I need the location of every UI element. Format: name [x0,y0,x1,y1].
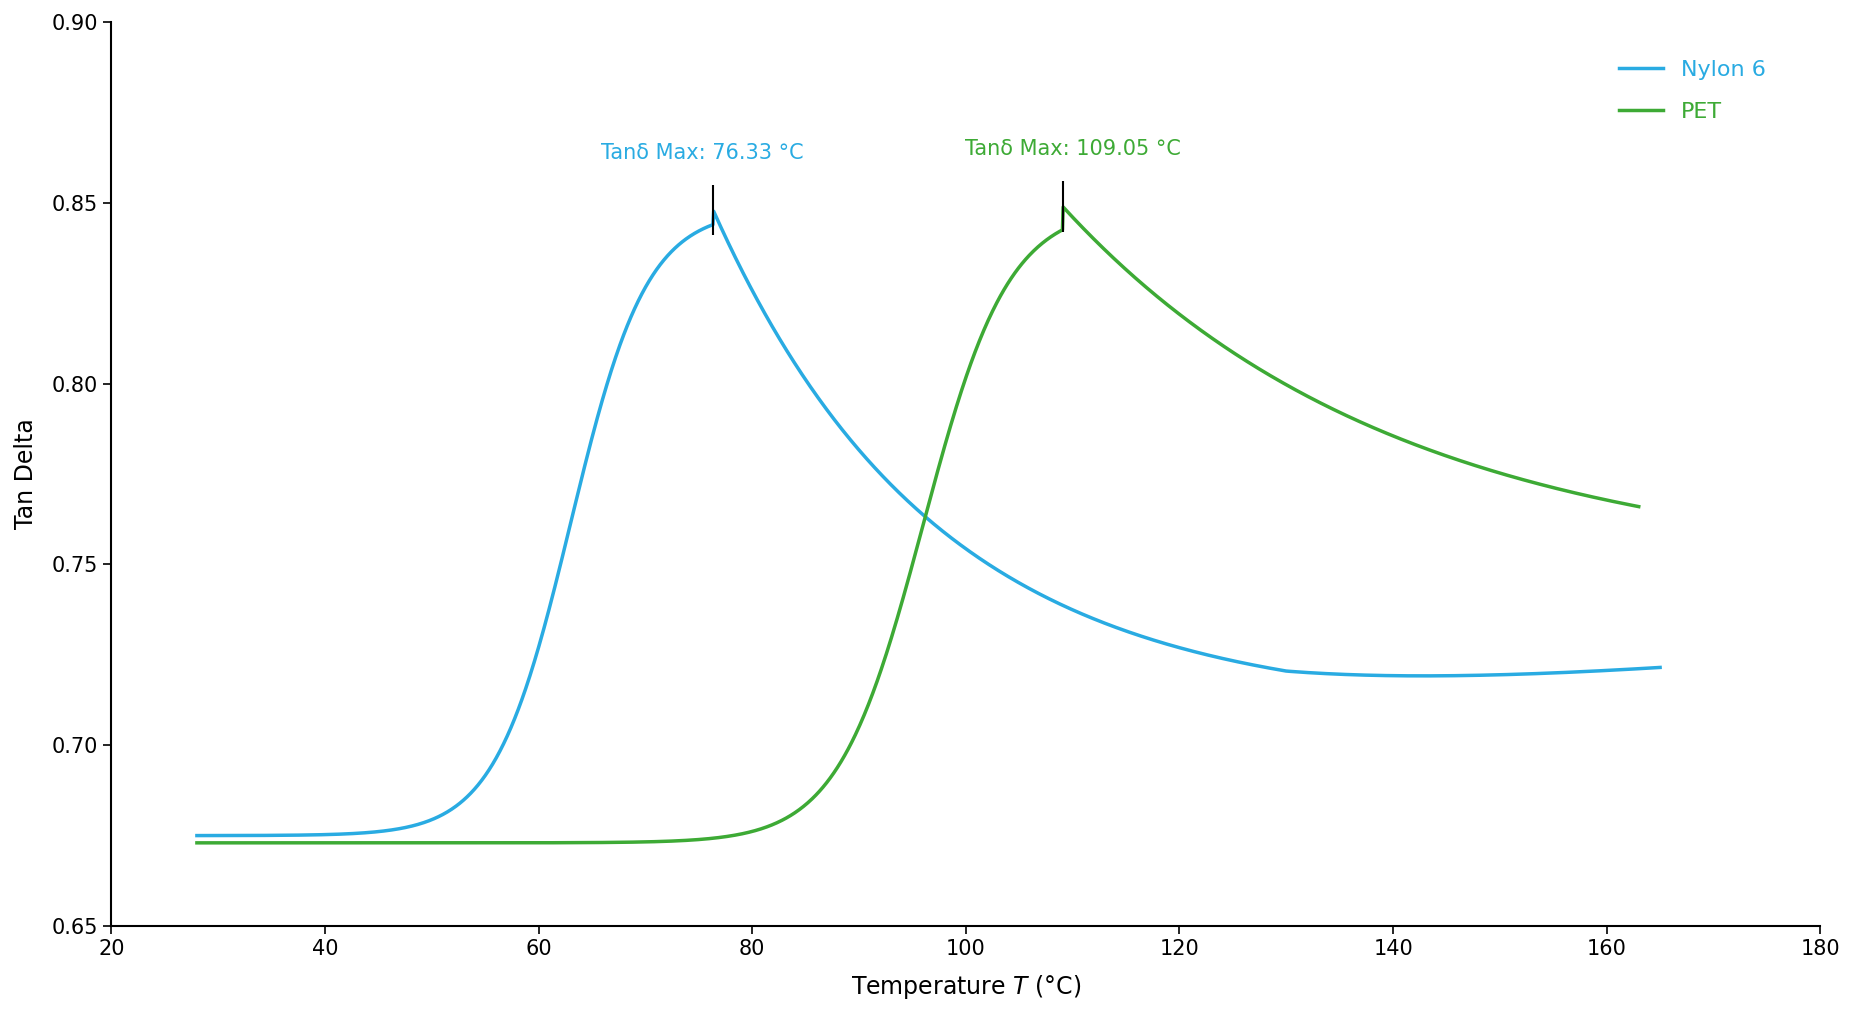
Nylon 6 [1607,664,1630,676]
Line: PET: PET [197,207,1639,842]
Nylon 6 [1607,664,1630,676]
PET [1587,492,1609,504]
Nylon 6 [185,829,208,841]
Nylon 6 [1648,662,1670,674]
Y-axis label: Tan Delta: Tan Delta [13,418,37,530]
Text: Tanδ Max: 76.33 °C: Tanδ Max: 76.33 °C [601,143,805,163]
Nylon 6 [703,205,725,217]
PET [1585,492,1607,504]
Nylon 6 [897,496,920,509]
PET [185,836,208,849]
Nylon 6 [260,829,282,841]
PET [260,836,282,849]
PET [1051,201,1073,213]
Text: Tanδ Max: 109.05 °C: Tanδ Max: 109.05 °C [966,139,1181,159]
X-axis label: Temperature $\it{T}$ (°C): Temperature $\it{T}$ (°C) [851,973,1081,1001]
PET [886,610,908,622]
PET [849,719,871,731]
Legend: Nylon 6, PET: Nylon 6, PET [1609,51,1774,131]
PET [1322,403,1344,415]
Line: Nylon 6: Nylon 6 [197,211,1659,835]
Nylon 6 [1339,669,1361,681]
PET [1628,500,1650,513]
Nylon 6 [858,457,881,469]
